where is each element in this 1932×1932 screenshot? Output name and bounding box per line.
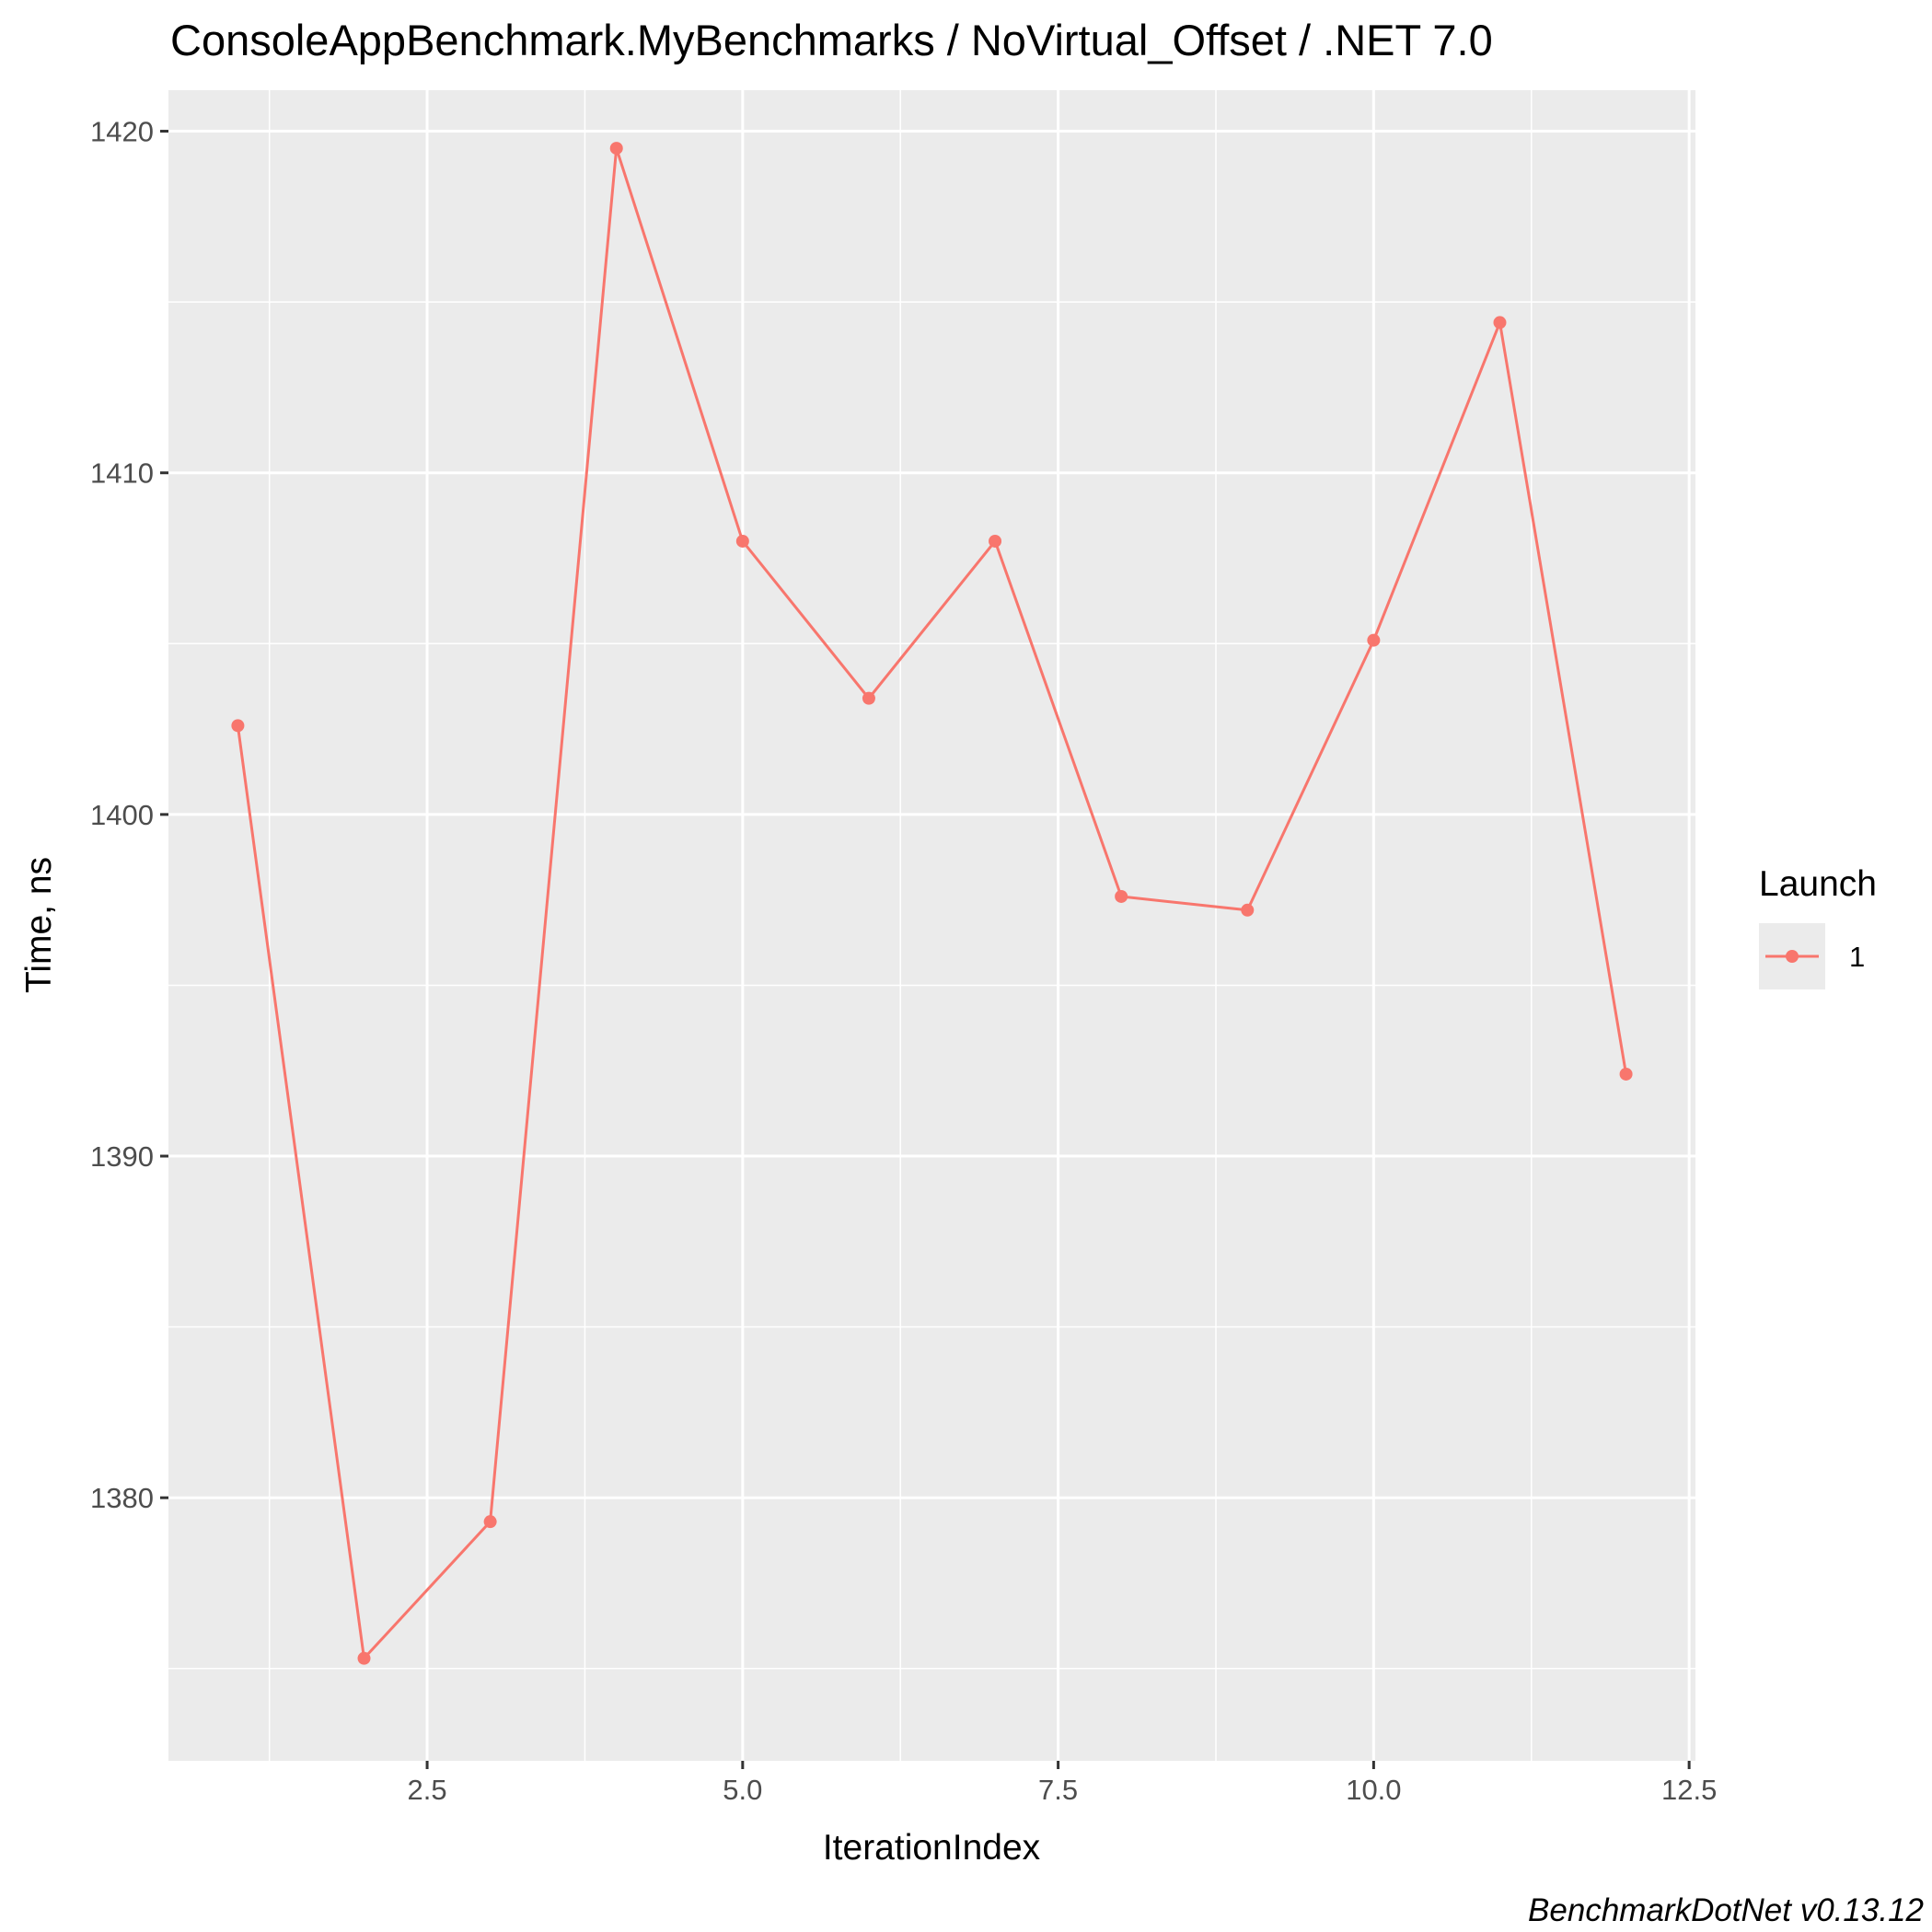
legend-label: 1: [1849, 941, 1865, 973]
series-line: [236, 147, 1628, 1662]
y-tick-label: 1400: [90, 799, 154, 831]
caption: BenchmarkDotNet v0.13.12: [1528, 1892, 1924, 1928]
data-point: [1367, 633, 1381, 647]
x-tick-label: 10.0: [1346, 1774, 1401, 1806]
data-point: [1241, 903, 1255, 917]
y-tick-label: 1380: [90, 1482, 154, 1514]
data-point: [735, 534, 749, 548]
x-tick-label: 7.5: [1038, 1774, 1078, 1806]
grid-major: [168, 90, 1695, 1761]
x-tick-label: 2.5: [408, 1774, 447, 1806]
y-axis: 1380 1390 1400 1410 1420: [90, 116, 168, 1514]
data-point: [483, 1515, 497, 1529]
x-tick-label: 12.5: [1661, 1774, 1717, 1806]
x-axis: 2.5 5.0 7.5 10.0 12.5: [408, 1761, 1717, 1806]
series-layer: [231, 142, 1633, 1665]
data-point: [1493, 316, 1507, 330]
y-tick-label: 1410: [90, 457, 154, 490]
y-axis-title: Time, ns: [19, 857, 59, 993]
chart-title: ConsoleAppBenchmark.MyBenchmarks / NoVir…: [170, 16, 1493, 64]
data-point: [609, 142, 623, 156]
data-point: [862, 691, 875, 705]
x-axis-title: IterationIndex: [823, 1828, 1041, 1868]
data-point: [231, 719, 245, 733]
y-tick-label: 1390: [90, 1140, 154, 1173]
data-point: [1115, 889, 1128, 903]
y-tick-label: 1420: [90, 116, 154, 148]
legend-title: Launch: [1759, 864, 1877, 904]
legend-key-point: [1786, 950, 1799, 963]
data-point: [357, 1651, 371, 1665]
data-point: [1619, 1067, 1633, 1081]
legend: Launch 1: [1759, 864, 1877, 989]
grid-minor: [168, 90, 1695, 1761]
data-point: [989, 534, 1002, 548]
x-tick-label: 5.0: [723, 1774, 762, 1806]
plot-panel: [168, 90, 1695, 1761]
